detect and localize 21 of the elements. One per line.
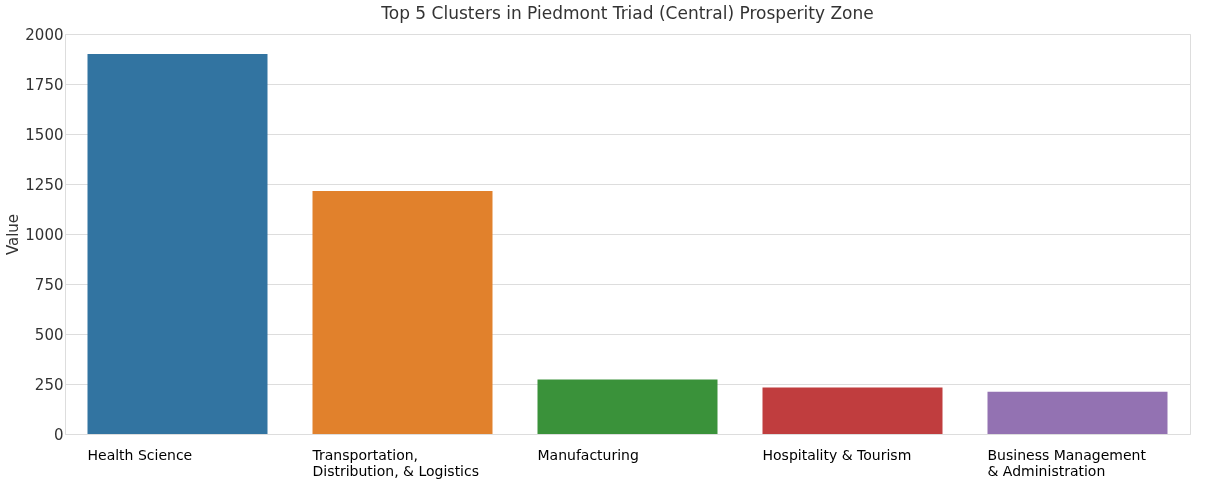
x-tick-label: Health Science: [87, 446, 193, 463]
y-tick-label: 1000: [25, 225, 64, 244]
y-tick-label: 250: [34, 375, 64, 394]
y-tick-label: 750: [34, 275, 64, 294]
bar: [987, 391, 1168, 434]
y-tick-label: 1500: [25, 125, 64, 144]
bar: [312, 191, 493, 434]
y-tick-label: 2000: [25, 25, 64, 44]
x-tick-label: Hospitality & Tourism: [762, 446, 912, 463]
y-tick-label: 1250: [25, 175, 64, 194]
y-axis-title: Value: [4, 213, 23, 256]
y-tick-label: 1750: [25, 75, 64, 94]
x-tick-label: Manufacturing: [537, 446, 639, 463]
bar: [537, 379, 718, 434]
bar: [762, 387, 943, 434]
chart-title: Top 5 Clusters in Piedmont Triad (Central) Prosperity Zone: [380, 3, 874, 23]
y-tick-label: 500: [34, 325, 64, 344]
y-tick-label: 0: [53, 425, 64, 444]
x-tick-label: Transportation, Distribution, & Logistics: [311, 446, 480, 479]
bar: [87, 54, 268, 434]
x-tick-label: Business Management & Administration: [987, 446, 1147, 479]
